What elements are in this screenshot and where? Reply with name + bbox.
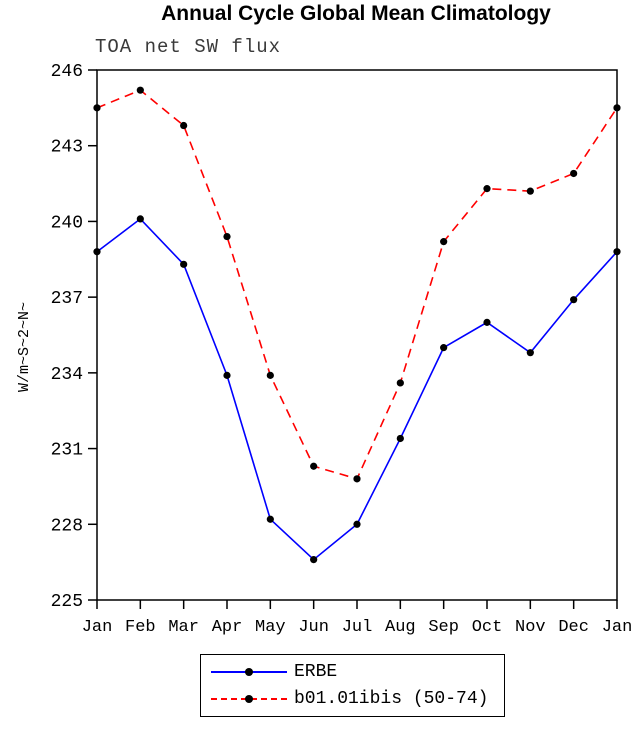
legend-item-erbe: ERBE xyxy=(211,662,488,682)
x-tick-label: Feb xyxy=(125,618,156,637)
legend: ERBE b01.01ibis (50-74) xyxy=(200,654,506,717)
y-tick-label: 237 xyxy=(51,289,83,309)
legend-label-b01-01ibis: b01.01ibis (50-74) xyxy=(294,689,489,709)
y-tick-label: 228 xyxy=(51,516,83,536)
data-point-marker xyxy=(483,318,491,326)
x-tick-label: Apr xyxy=(212,618,243,637)
data-point-marker xyxy=(440,238,448,246)
y-tick-label: 231 xyxy=(51,441,83,461)
data-point-marker xyxy=(266,371,274,379)
data-point-marker xyxy=(266,515,274,523)
x-tick-label: Aug xyxy=(385,618,416,637)
data-point-marker xyxy=(93,104,101,112)
legend-line-sample-dashed xyxy=(211,695,287,703)
data-point-marker xyxy=(180,121,188,130)
chart-subtitle: TOA net SW flux xyxy=(95,36,282,58)
y-tick-label: 243 xyxy=(51,138,83,158)
y-tick-label: 225 xyxy=(51,592,83,612)
data-point-marker xyxy=(310,462,318,470)
legend-item-b01-01ibis: b01.01ibis (50-74) xyxy=(211,689,488,709)
x-tick-label: Jan xyxy=(82,618,113,637)
data-point-marker xyxy=(396,434,404,443)
y-tick-label: 240 xyxy=(51,213,83,233)
x-tick-label: May xyxy=(255,618,286,637)
legend-marker-dot xyxy=(245,668,253,676)
data-point-marker xyxy=(570,296,578,304)
data-point-marker xyxy=(353,475,361,483)
plot-frame xyxy=(96,69,618,601)
series-line-b01-01ibis-50-74- xyxy=(96,89,618,480)
data-point-marker xyxy=(310,556,318,564)
legend-marker-dot xyxy=(245,695,253,703)
series-line-erbe xyxy=(96,217,618,561)
data-point-marker xyxy=(613,248,621,256)
x-tick-label: Sep xyxy=(428,618,459,637)
x-tick-label: Nov xyxy=(515,618,546,637)
data-point-marker xyxy=(440,344,448,352)
data-point-marker xyxy=(526,349,534,357)
data-point-marker xyxy=(526,187,534,195)
legend-line-sample-solid xyxy=(211,668,287,676)
data-point-marker xyxy=(396,379,404,387)
x-tick-label: Jul xyxy=(342,618,373,637)
data-point-marker xyxy=(483,185,491,193)
x-tick-label: Dec xyxy=(558,618,589,637)
data-point-marker xyxy=(570,169,578,178)
data-point-marker xyxy=(180,260,188,268)
x-tick-label: Jun xyxy=(298,618,329,637)
legend-label-erbe: ERBE xyxy=(294,662,338,682)
data-point-marker xyxy=(136,215,144,223)
chart-title: Annual Cycle Global Mean Climatology xyxy=(161,2,551,25)
data-point-marker xyxy=(223,232,231,241)
data-point-marker xyxy=(613,104,621,112)
x-tick-label: Jan xyxy=(602,618,633,637)
data-point-marker xyxy=(353,520,361,528)
y-tick-label: 246 xyxy=(51,62,83,82)
x-tick-label: Mar xyxy=(168,618,199,637)
data-point-marker xyxy=(223,371,231,379)
data-point-marker xyxy=(136,86,144,94)
x-tick-label: Oct xyxy=(472,618,503,637)
y-tick-label: 234 xyxy=(51,365,83,385)
data-point-marker xyxy=(93,248,101,256)
plot-area: 225 228 231 234 237 240 243 246 Jan Feb Mar Apr May J… xyxy=(51,62,633,637)
